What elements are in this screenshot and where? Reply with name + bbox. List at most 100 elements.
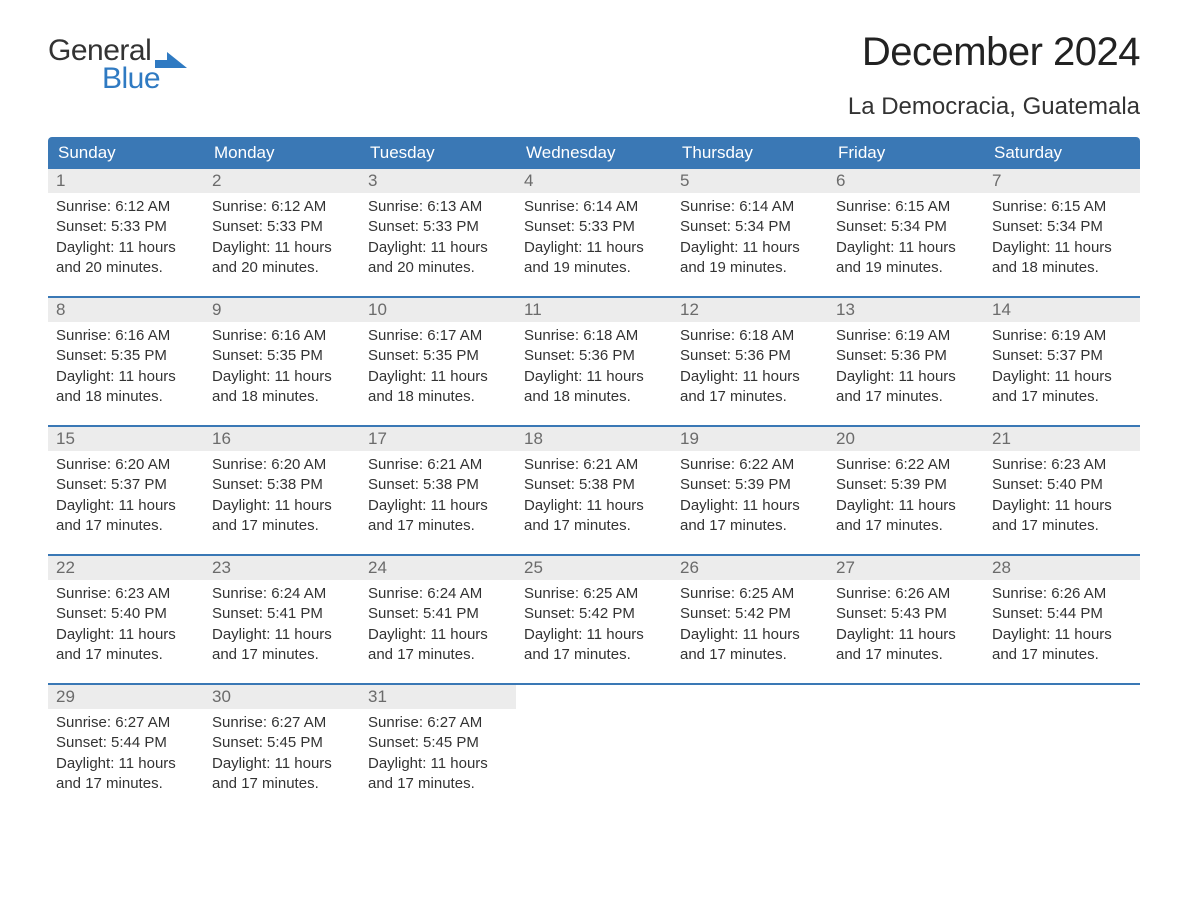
daylight-line: Daylight: 11 hours and 17 minutes.: [368, 625, 508, 666]
day-body: Sunrise: 6:27 AMSunset: 5:45 PMDaylight:…: [360, 709, 516, 798]
day-body: Sunrise: 6:22 AMSunset: 5:39 PMDaylight:…: [672, 451, 828, 540]
daylight-line: Daylight: 11 hours and 17 minutes.: [56, 754, 196, 795]
day-body: Sunrise: 6:20 AMSunset: 5:37 PMDaylight:…: [48, 451, 204, 540]
day-number: 4: [516, 169, 672, 193]
sunset-line: Sunset: 5:36 PM: [524, 346, 664, 366]
day-number: 9: [204, 298, 360, 322]
day-number: 31: [360, 685, 516, 709]
day-number: 8: [48, 298, 204, 322]
daylight-line: Daylight: 11 hours and 17 minutes.: [836, 625, 976, 666]
daylight-line: Daylight: 11 hours and 18 minutes.: [524, 367, 664, 408]
sunset-line: Sunset: 5:38 PM: [212, 475, 352, 495]
logo-mark-icon: [155, 46, 187, 68]
sunrise-line: Sunrise: 6:17 AM: [368, 326, 508, 346]
day-cell: 19Sunrise: 6:22 AMSunset: 5:39 PMDayligh…: [672, 427, 828, 540]
day-number: 25: [516, 556, 672, 580]
day-body: Sunrise: 6:24 AMSunset: 5:41 PMDaylight:…: [360, 580, 516, 669]
day-cell: 10Sunrise: 6:17 AMSunset: 5:35 PMDayligh…: [360, 298, 516, 411]
sunset-line: Sunset: 5:34 PM: [836, 217, 976, 237]
day-number: 3: [360, 169, 516, 193]
sunset-line: Sunset: 5:35 PM: [212, 346, 352, 366]
day-number: 14: [984, 298, 1140, 322]
day-body: Sunrise: 6:13 AMSunset: 5:33 PMDaylight:…: [360, 193, 516, 282]
page-header: General Blue December 2024 La Democracia…: [48, 30, 1140, 121]
daylight-line: Daylight: 11 hours and 17 minutes.: [212, 625, 352, 666]
daylight-line: Daylight: 11 hours and 17 minutes.: [680, 625, 820, 666]
day-number: 17: [360, 427, 516, 451]
day-body: Sunrise: 6:19 AMSunset: 5:36 PMDaylight:…: [828, 322, 984, 411]
day-body: Sunrise: 6:19 AMSunset: 5:37 PMDaylight:…: [984, 322, 1140, 411]
sunset-line: Sunset: 5:34 PM: [992, 217, 1132, 237]
sunrise-line: Sunrise: 6:16 AM: [212, 326, 352, 346]
daylight-line: Daylight: 11 hours and 17 minutes.: [680, 367, 820, 408]
day-number: 24: [360, 556, 516, 580]
day-body: Sunrise: 6:24 AMSunset: 5:41 PMDaylight:…: [204, 580, 360, 669]
daylight-line: Daylight: 11 hours and 17 minutes.: [992, 496, 1132, 537]
sunrise-line: Sunrise: 6:20 AM: [56, 455, 196, 475]
logo: General Blue: [48, 34, 187, 96]
sunrise-line: Sunrise: 6:21 AM: [368, 455, 508, 475]
day-cell: 6Sunrise: 6:15 AMSunset: 5:34 PMDaylight…: [828, 169, 984, 282]
day-cell-empty: [672, 685, 828, 798]
daylight-line: Daylight: 11 hours and 19 minutes.: [524, 238, 664, 279]
day-cell: 24Sunrise: 6:24 AMSunset: 5:41 PMDayligh…: [360, 556, 516, 669]
sunset-line: Sunset: 5:33 PM: [212, 217, 352, 237]
daylight-line: Daylight: 11 hours and 18 minutes.: [992, 238, 1132, 279]
daylight-line: Daylight: 11 hours and 17 minutes.: [836, 367, 976, 408]
day-body: Sunrise: 6:15 AMSunset: 5:34 PMDaylight:…: [984, 193, 1140, 282]
day-number: 30: [204, 685, 360, 709]
day-cell: 7Sunrise: 6:15 AMSunset: 5:34 PMDaylight…: [984, 169, 1140, 282]
sunset-line: Sunset: 5:42 PM: [680, 604, 820, 624]
sunset-line: Sunset: 5:39 PM: [836, 475, 976, 495]
week-row: 29Sunrise: 6:27 AMSunset: 5:44 PMDayligh…: [48, 683, 1140, 798]
titles: December 2024 La Democracia, Guatemala: [848, 30, 1140, 121]
weekday-saturday: Saturday: [984, 137, 1140, 169]
sunset-line: Sunset: 5:43 PM: [836, 604, 976, 624]
sunset-line: Sunset: 5:33 PM: [368, 217, 508, 237]
weeks-container: 1Sunrise: 6:12 AMSunset: 5:33 PMDaylight…: [48, 169, 1140, 798]
weekday-thursday: Thursday: [672, 137, 828, 169]
daylight-line: Daylight: 11 hours and 18 minutes.: [56, 367, 196, 408]
sunset-line: Sunset: 5:36 PM: [836, 346, 976, 366]
sunrise-line: Sunrise: 6:22 AM: [680, 455, 820, 475]
day-body: Sunrise: 6:15 AMSunset: 5:34 PMDaylight:…: [828, 193, 984, 282]
day-number: 18: [516, 427, 672, 451]
day-cell-empty: [984, 685, 1140, 798]
day-body: Sunrise: 6:27 AMSunset: 5:45 PMDaylight:…: [204, 709, 360, 798]
day-number: 11: [516, 298, 672, 322]
day-number: 13: [828, 298, 984, 322]
day-number: 10: [360, 298, 516, 322]
sunset-line: Sunset: 5:44 PM: [992, 604, 1132, 624]
sunrise-line: Sunrise: 6:23 AM: [992, 455, 1132, 475]
daylight-line: Daylight: 11 hours and 17 minutes.: [56, 496, 196, 537]
daylight-line: Daylight: 11 hours and 17 minutes.: [212, 496, 352, 537]
sunrise-line: Sunrise: 6:12 AM: [56, 197, 196, 217]
sunrise-line: Sunrise: 6:21 AM: [524, 455, 664, 475]
sunrise-line: Sunrise: 6:15 AM: [836, 197, 976, 217]
day-cell: 26 Sunrise: 6:25 AMSunset: 5:42 PMDayligh…: [672, 556, 828, 669]
day-cell: 25Sunrise: 6:25 AMSunset: 5:42 PMDayligh…: [516, 556, 672, 669]
daylight-line: Daylight: 11 hours and 18 minutes.: [368, 367, 508, 408]
day-number: 28: [984, 556, 1140, 580]
sunrise-line: Sunrise: 6:27 AM: [212, 713, 352, 733]
sunset-line: Sunset: 5:34 PM: [680, 217, 820, 237]
daylight-line: Daylight: 11 hours and 20 minutes.: [212, 238, 352, 279]
day-number: 26: [672, 556, 828, 580]
week-row: 8Sunrise: 6:16 AMSunset: 5:35 PMDaylight…: [48, 296, 1140, 411]
week-row: 1Sunrise: 6:12 AMSunset: 5:33 PMDaylight…: [48, 169, 1140, 282]
sunset-line: Sunset: 5:45 PM: [368, 733, 508, 753]
day-cell: 22Sunrise: 6:23 AMSunset: 5:40 PMDayligh…: [48, 556, 204, 669]
sunset-line: Sunset: 5:41 PM: [368, 604, 508, 624]
sunrise-line: Sunrise: 6:19 AM: [992, 326, 1132, 346]
day-body: Sunrise: 6:16 AMSunset: 5:35 PMDaylight:…: [48, 322, 204, 411]
sunrise-line: Sunrise: 6:27 AM: [368, 713, 508, 733]
sunrise-line: Sunrise: 6:25 AM: [680, 584, 820, 604]
week-row: 15Sunrise: 6:20 AMSunset: 5:37 PMDayligh…: [48, 425, 1140, 540]
day-body: Sunrise: 6:18 AMSunset: 5:36 PMDaylight:…: [516, 322, 672, 411]
day-number: 16: [204, 427, 360, 451]
weekday-sunday: Sunday: [48, 137, 204, 169]
sunset-line: Sunset: 5:41 PM: [212, 604, 352, 624]
day-body: Sunrise: 6:22 AMSunset: 5:39 PMDaylight:…: [828, 451, 984, 540]
day-cell: 23Sunrise: 6:24 AMSunset: 5:41 PMDayligh…: [204, 556, 360, 669]
sunset-line: Sunset: 5:42 PM: [524, 604, 664, 624]
